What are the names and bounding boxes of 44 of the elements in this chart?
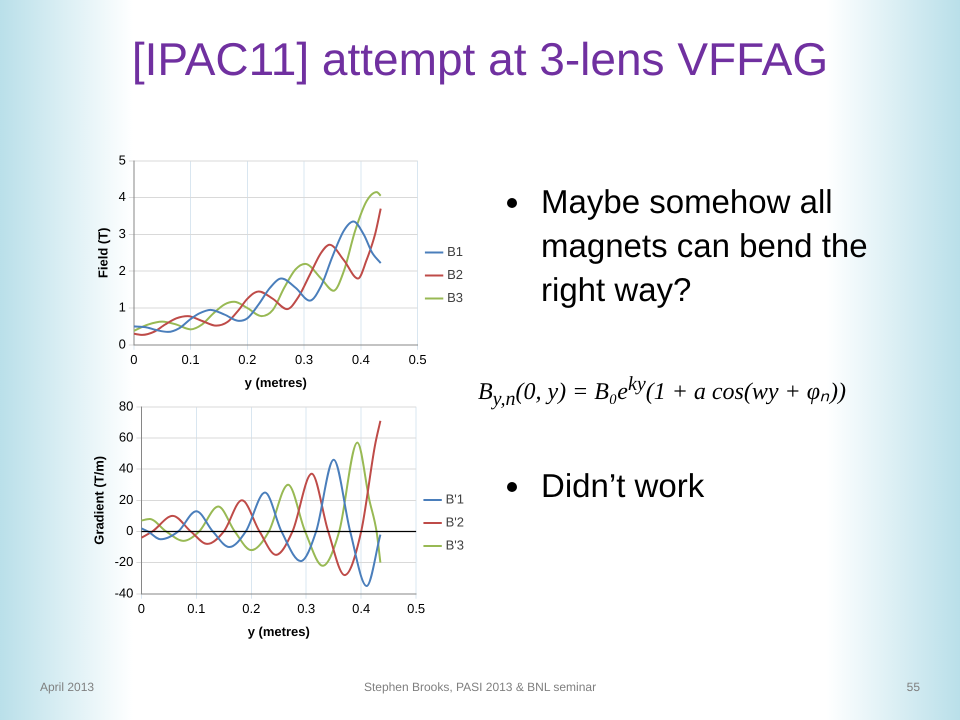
line-series xyxy=(141,458,382,588)
y-tick-label: 4 xyxy=(118,189,126,204)
y-tick-label: 5 xyxy=(118,152,126,168)
y-axis-title: Gradient (T/m) xyxy=(91,456,106,545)
line-series xyxy=(141,420,382,576)
x-axis-title: y (metres) xyxy=(244,374,307,390)
text: April 2013 xyxy=(40,680,94,694)
x-tick-label: 0 xyxy=(138,601,146,616)
y-tick-label: -40 xyxy=(114,585,134,600)
x-tick-label: 0.1 xyxy=(187,601,206,616)
x-tick-label: 0.3 xyxy=(297,601,316,616)
text: [IPAC11] attempt at 3-lens VFFAG xyxy=(130,32,830,86)
y-axis-title: Field (T) xyxy=(95,228,110,278)
x-axis-title: y (metres) xyxy=(248,624,310,639)
y-tick-label: 80 xyxy=(118,398,134,414)
y-tick-label: 0 xyxy=(118,336,126,352)
text: B$_{y,n}$(0, y) = B₀e$^{ky}$(1 + a cos(wy + φₙ)) xyxy=(478,373,846,411)
legend-label: B'1 xyxy=(446,492,464,507)
legend-label: B3 xyxy=(447,290,464,306)
y-tick-label: 40 xyxy=(118,460,134,476)
y-tick-label: 0 xyxy=(126,523,134,538)
y-tick-label: 20 xyxy=(118,492,134,507)
y-tick-label: 1 xyxy=(118,300,126,315)
x-tick-label: 0.4 xyxy=(352,601,370,616)
legend-label: B'2 xyxy=(446,514,464,530)
text: Maybe somehow all magnets can bend the right way? xyxy=(540,182,869,310)
x-tick-label: 0.4 xyxy=(352,352,370,368)
text: 55 xyxy=(906,680,920,694)
legend-label: B2 xyxy=(447,267,464,282)
legend-label: B1 xyxy=(447,244,464,260)
text: Didn’t work xyxy=(540,466,706,506)
y-tick-label: 2 xyxy=(118,262,126,278)
x-tick-label: 0.5 xyxy=(407,601,426,616)
y-tick-label: -20 xyxy=(114,554,134,570)
x-tick-label: 0.2 xyxy=(238,352,256,368)
y-tick-label: 60 xyxy=(118,430,134,445)
x-tick-label: 0.5 xyxy=(408,352,427,368)
line-series xyxy=(141,442,382,567)
y-tick-label: 3 xyxy=(118,226,126,241)
text: Stephen Brooks, PASI 2013 & BNL seminar xyxy=(362,680,598,694)
x-tick-label: 0.2 xyxy=(242,601,260,616)
x-tick-label: 0.1 xyxy=(182,352,200,368)
x-tick-label: 0.3 xyxy=(295,352,314,368)
legend-label: B'3 xyxy=(446,538,464,553)
